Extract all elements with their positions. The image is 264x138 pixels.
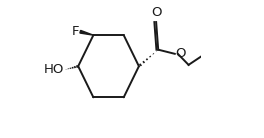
Text: HO: HO	[43, 63, 64, 76]
Text: O: O	[151, 6, 161, 19]
Text: O: O	[176, 47, 186, 60]
Polygon shape	[80, 30, 93, 35]
Text: F: F	[71, 25, 79, 38]
